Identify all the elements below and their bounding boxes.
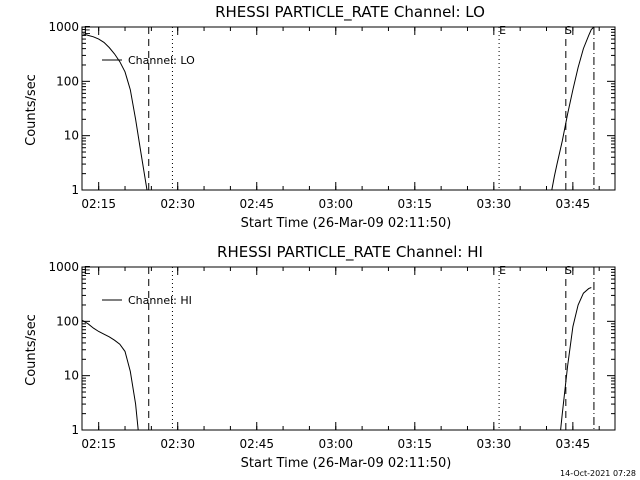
series-line xyxy=(81,319,139,431)
x-tick-label: 02:45 xyxy=(239,437,274,451)
x-tick-label: 02:15 xyxy=(81,437,116,451)
y-axis-label: Counts/sec xyxy=(24,74,39,146)
event-marker: E xyxy=(499,264,506,277)
series-line xyxy=(82,33,148,191)
timestamp: 14-Oct-2021 07:28 xyxy=(560,469,636,478)
y-tick-label: 100 xyxy=(56,314,79,328)
chart-title: RHESSI PARTICLE_RATE Channel: LO xyxy=(215,3,485,22)
y-axis-label: Counts/sec xyxy=(24,314,39,386)
event-marker: S xyxy=(565,24,572,37)
x-tick-label: 03:15 xyxy=(397,197,432,211)
x-tick-label: 02:15 xyxy=(81,197,116,211)
event-marker: E xyxy=(84,264,91,277)
legend-label: Channel: HI xyxy=(128,294,192,307)
event-marker: S xyxy=(565,264,572,277)
y-tick-label: 10 xyxy=(64,369,79,383)
x-tick-label: 02:30 xyxy=(160,437,195,451)
x-tick-label: 02:30 xyxy=(160,197,195,211)
chart-panel-hi: RHESSI PARTICLE_RATE Channel: HI Start T… xyxy=(24,243,616,471)
series-line xyxy=(560,287,592,431)
plot-frame xyxy=(81,266,616,431)
x-tick-label: 02:45 xyxy=(239,197,274,211)
x-tick-label: 03:00 xyxy=(318,197,353,211)
x-tick-label: 03:45 xyxy=(556,437,591,451)
x-tick-label: 03:30 xyxy=(477,197,512,211)
x-axis-label: Start Time (26-Mar-09 02:11:50) xyxy=(241,216,452,231)
y-tick-label: 1000 xyxy=(48,20,79,34)
y-tick-label: 100 xyxy=(56,74,79,88)
chart-title: RHESSI PARTICLE_RATE Channel: HI xyxy=(217,243,483,262)
chart-panel-lo: RHESSI PARTICLE_RATE Channel: LO Start T… xyxy=(24,3,616,231)
x-axis-label: Start Time (26-Mar-09 02:11:50) xyxy=(241,456,452,471)
y-tick-label: 1 xyxy=(71,183,79,197)
legend-label: Channel: LO xyxy=(128,54,195,67)
x-tick-label: 03:30 xyxy=(477,437,512,451)
y-tick-label: 1 xyxy=(71,423,79,437)
event-marker: E xyxy=(84,24,91,37)
series-line xyxy=(551,26,595,191)
x-tick-label: 03:15 xyxy=(397,437,432,451)
plot-frame xyxy=(81,26,616,191)
y-tick-label: 10 xyxy=(64,129,79,143)
x-tick-label: 03:45 xyxy=(556,197,591,211)
event-marker: E xyxy=(499,24,506,37)
x-tick-label: 03:00 xyxy=(318,437,353,451)
y-tick-label: 1000 xyxy=(48,260,79,274)
